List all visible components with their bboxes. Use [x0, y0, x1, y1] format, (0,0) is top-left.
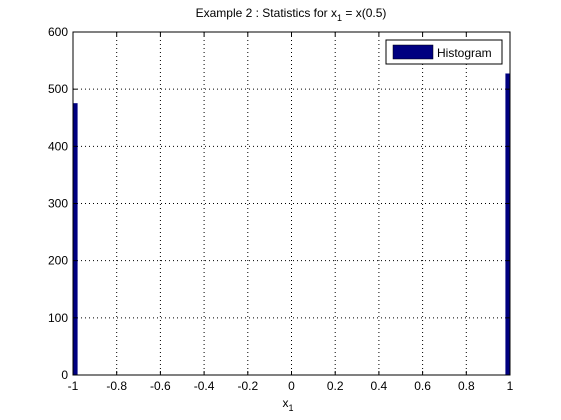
x-tick-label: -0.4	[194, 379, 215, 393]
x-tick-label: -0.8	[106, 379, 127, 393]
x-tick-label: -0.2	[237, 379, 258, 393]
plot-area	[73, 32, 510, 375]
chart-title: Example 2 : Statistics for x1 = x(0.5)	[196, 6, 387, 23]
axis-ticks	[72, 31, 511, 376]
histogram-bar	[72, 103, 78, 376]
y-tick-labels: 0 100 200 300 400 500 600	[48, 25, 68, 382]
histogram-bar	[505, 73, 511, 376]
x-tick-labels: -1 -0.8 -0.6 -0.4 -0.2 0 0.2 0.4 0.6 0.8 1	[68, 379, 514, 393]
x-tick-label: 0.8	[458, 379, 475, 393]
x-tick-label: -1	[68, 379, 79, 393]
x-axis-label: x1	[282, 396, 293, 413]
y-tick-label: 500	[48, 82, 68, 96]
y-tick-label: 0	[61, 368, 68, 382]
x-tick-label: -0.6	[150, 379, 171, 393]
y-tick-label: 100	[48, 311, 68, 325]
legend: Histogram	[385, 39, 503, 65]
grid-lines	[73, 32, 510, 375]
x-tick-label: 0.2	[327, 379, 344, 393]
y-tick-label: 600	[48, 25, 68, 39]
y-tick-label: 400	[48, 139, 68, 153]
y-tick-label: 200	[48, 254, 68, 268]
y-tick-label: 300	[48, 197, 68, 211]
x-tick-label: 1	[507, 379, 514, 393]
x-tick-label: 0	[288, 379, 295, 393]
x-tick-label: 0.6	[414, 379, 431, 393]
legend-swatch	[392, 44, 434, 60]
x-tick-label: 0.4	[371, 379, 388, 393]
legend-label: Histogram	[437, 46, 492, 60]
